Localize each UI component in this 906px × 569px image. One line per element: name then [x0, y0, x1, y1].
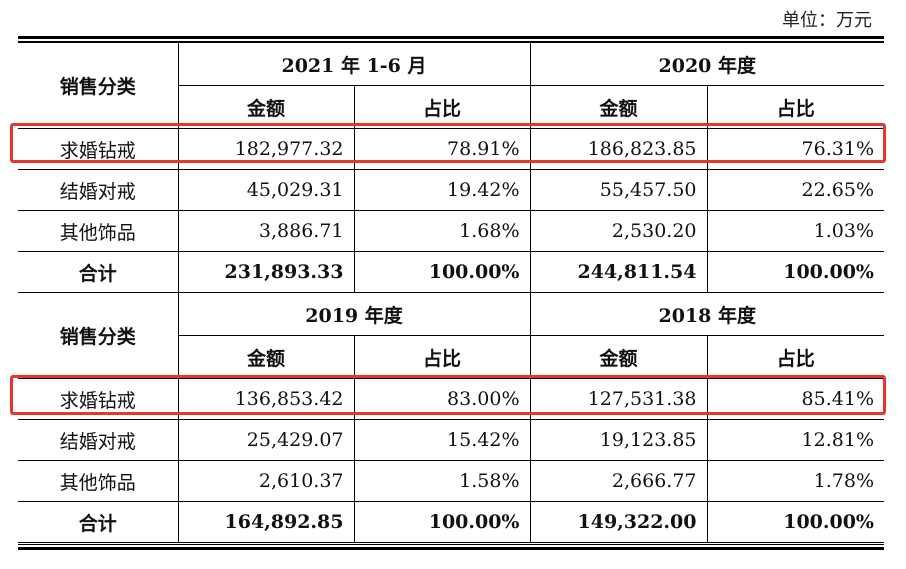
category-cell: 结婚对戒 — [18, 169, 179, 211]
amount-cell: 182,977.32 — [177, 128, 355, 170]
unit-label: 单位：万元 — [782, 10, 872, 31]
total-amount: 231,893.33 — [177, 251, 355, 293]
amount-header: 金额 — [529, 85, 708, 129]
total-label: 合计 — [18, 251, 179, 293]
amount-header: 金额 — [178, 335, 355, 379]
ratio-cell: 1.68% — [353, 210, 531, 252]
amount-cell: 2,530.20 — [529, 210, 708, 252]
table-row: 结婚对戒 25,429.07 15.42% 19,123.85 12.81% — [18, 419, 884, 461]
amount-header: 金额 — [178, 85, 355, 129]
total-ratio: 100.00% — [706, 501, 884, 543]
total-amount: 244,811.54 — [529, 251, 708, 293]
amount-cell: 25,429.07 — [177, 419, 355, 461]
amount-cell: 127,531.38 — [529, 378, 708, 420]
amount-cell: 2,610.37 — [177, 460, 355, 502]
table-row: 其他饰品 3,886.71 1.68% 2,530.20 1.03% — [18, 210, 884, 252]
ratio-header: 占比 — [353, 85, 531, 129]
ratio-cell: 1.58% — [353, 460, 531, 502]
total-row: 合计 164,892.85 100.00% 149,322.00 100.00% — [18, 501, 884, 543]
period-header: 2021 年 1-6 月 — [177, 42, 531, 86]
table-row: 求婚钻戒 136,853.42 83.00% 127,531.38 85.41% — [18, 378, 884, 420]
period-header: 2019 年度 — [177, 292, 531, 336]
ratio-cell: 15.42% — [353, 419, 531, 461]
ratio-cell: 1.78% — [706, 460, 884, 502]
ratio-header: 占比 — [353, 335, 531, 379]
subheader-row: 金额 占比 金额 占比 — [18, 85, 884, 129]
ratio-cell: 1.03% — [706, 210, 884, 252]
category-cell: 其他饰品 — [18, 210, 179, 252]
total-label: 合计 — [18, 501, 179, 543]
total-amount: 149,322.00 — [529, 501, 708, 543]
total-ratio: 100.00% — [706, 251, 884, 293]
top-rule-thick — [18, 36, 884, 39]
ratio-cell: 22.65% — [706, 169, 884, 211]
category-cell: 其他饰品 — [18, 460, 179, 502]
ratio-cell: 78.91% — [353, 128, 531, 170]
category-header: 销售分类 — [18, 292, 179, 379]
bottom-rule-thin — [18, 544, 884, 545]
table-row: 结婚对戒 45,029.31 19.42% 55,457.50 22.65% — [18, 169, 884, 211]
section-header-row: 销售分类 2019 年度 2018 年度 — [18, 292, 884, 379]
ratio-cell: 76.31% — [706, 128, 884, 170]
ratio-cell: 12.81% — [706, 419, 884, 461]
period-header: 2018 年度 — [529, 292, 884, 336]
ratio-header: 占比 — [706, 85, 884, 129]
ratio-cell: 85.41% — [706, 378, 884, 420]
ratio-cell: 19.42% — [353, 169, 531, 211]
ratio-cell: 83.00% — [353, 378, 531, 420]
table-row: 其他饰品 2,610.37 1.58% 2,666.77 1.78% — [18, 460, 884, 502]
period-header: 2020 年度 — [529, 42, 884, 86]
table-row: 求婚钻戒 182,977.32 78.91% 186,823.85 76.31% — [18, 128, 884, 170]
amount-cell: 55,457.50 — [529, 169, 708, 211]
total-amount: 164,892.85 — [177, 501, 355, 543]
category-cell: 求婚钻戒 — [18, 128, 179, 170]
category-cell: 结婚对戒 — [18, 419, 179, 461]
amount-cell: 136,853.42 — [177, 378, 355, 420]
total-ratio: 100.00% — [353, 501, 531, 543]
amount-cell: 45,029.31 — [177, 169, 355, 211]
amount-cell: 3,886.71 — [177, 210, 355, 252]
category-cell: 求婚钻戒 — [18, 378, 179, 420]
amount-cell: 2,666.77 — [529, 460, 708, 502]
total-row: 合计 231,893.33 100.00% 244,811.54 100.00% — [18, 251, 884, 293]
amount-cell: 186,823.85 — [529, 128, 708, 170]
amount-cell: 19,123.85 — [529, 419, 708, 461]
top-rule-thin — [18, 41, 884, 42]
bottom-rule-thick — [18, 547, 884, 550]
total-ratio: 100.00% — [353, 251, 531, 293]
ratio-header: 占比 — [706, 335, 884, 379]
category-header: 销售分类 — [18, 42, 179, 129]
sales-category-table: 销售分类 2021 年 1-6 月 2020 年度 金额 占比 金额 占比 求婚… — [18, 42, 884, 543]
section-header-row: 销售分类 2021 年 1-6 月 2020 年度 — [18, 42, 884, 129]
amount-header: 金额 — [529, 335, 708, 379]
